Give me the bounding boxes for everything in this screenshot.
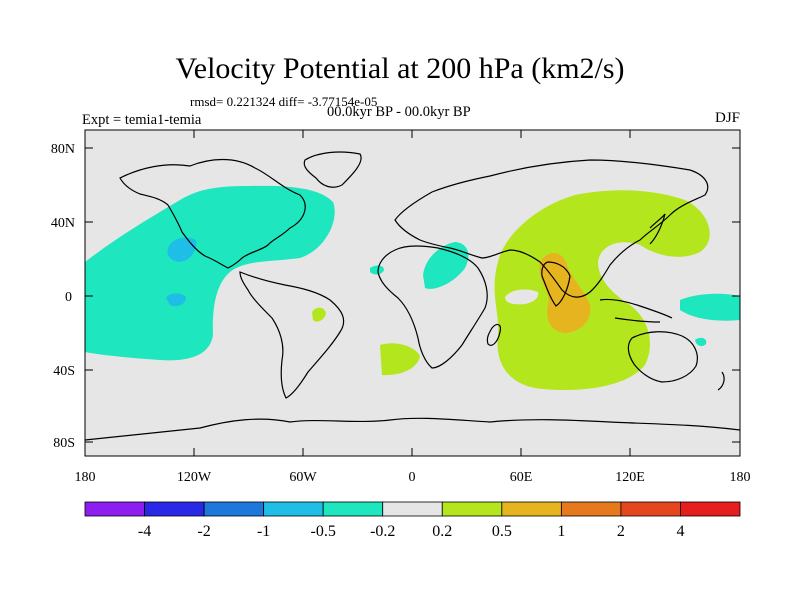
- lat-label-80n: 80N: [51, 142, 75, 157]
- coastline-australia: [627, 331, 698, 383]
- stronger-negative-patch-1: [167, 237, 197, 262]
- lat-labels: 80N 40N 0 40S 80S: [51, 142, 75, 451]
- colorbar-box-10: [680, 501, 741, 517]
- colorbar-label-0: -4: [138, 523, 151, 540]
- colorbar-box-9: [620, 501, 681, 517]
- lat-label-40n: 40N: [51, 216, 75, 231]
- colorbar-label-5: 0.2: [432, 523, 452, 540]
- contour-fields: [85, 185, 740, 391]
- lat-label-80s: 80S: [53, 436, 75, 451]
- colorbar-box-1: [144, 501, 205, 517]
- negative-patch-small: [695, 337, 707, 347]
- colorbar-box-2: [203, 501, 265, 517]
- coastline-africa: [377, 245, 488, 369]
- colorbar-box-4: [322, 501, 384, 517]
- period-label: 00.0kyr BP - 00.0kyr BP: [327, 104, 471, 120]
- positive-patch-south-america: [312, 307, 326, 322]
- colorbar-box-7: [501, 501, 562, 517]
- coastline-new-zealand: [717, 371, 725, 391]
- colorbar-box-6: [441, 501, 503, 517]
- coastline-indonesia: [599, 298, 673, 323]
- colorbar-label-7: 1: [557, 523, 565, 540]
- lon-label-60e: 60E: [510, 470, 533, 485]
- colorbar-label-9: 4: [676, 523, 684, 540]
- coastlines: [85, 151, 740, 441]
- plot-title: Velocity Potential at 200 hPa (km2/s): [175, 52, 625, 85]
- lon-label-0: 0: [409, 470, 416, 485]
- coastline-eurasia: [394, 159, 709, 298]
- coastline-madagascar: [486, 323, 502, 346]
- coastline-india: [541, 261, 571, 307]
- colorbar-box-8: [560, 501, 622, 517]
- lat-ticks: [85, 147, 740, 443]
- negative-region-west-pacific: [680, 293, 740, 321]
- colorbar-box-5: [382, 501, 443, 517]
- negative-region-americas: [85, 185, 335, 361]
- colorbar-label-4: -0.2: [370, 523, 395, 540]
- lon-label-180e: 180: [730, 470, 751, 485]
- lat-label-40s: 40S: [53, 364, 75, 379]
- coastline-antarctica: [85, 417, 740, 441]
- lon-label-180w: 180: [75, 470, 96, 485]
- colorbar-label-8: 2: [617, 523, 625, 540]
- lon-label-120e: 120E: [615, 470, 645, 485]
- colorbar-label-3: -0.5: [311, 523, 336, 540]
- positive-patch-south-atlantic: [380, 343, 420, 376]
- coastline-greenland: [303, 151, 362, 188]
- lon-label-120w: 120W: [177, 470, 212, 485]
- colorbar-label-1: -2: [197, 523, 210, 540]
- lon-labels: 180 120W 60W 0 60E 120E 180: [75, 470, 751, 485]
- coastline-north-america: [119, 158, 306, 269]
- coastline-japan: [649, 213, 666, 245]
- lon-label-60w: 60W: [289, 470, 317, 485]
- neutral-hole-arabian-sea: [505, 289, 539, 305]
- stats-text: rmsd= 0.221324 diff= -3.77154e-05: [190, 94, 378, 109]
- coastline-south-america: [239, 271, 345, 399]
- lon-ticks: [84, 130, 741, 456]
- positive-region-indo-pacific: [494, 190, 710, 391]
- colorbar-label-6: 0.5: [492, 523, 512, 540]
- negative-patch-west-africa: [370, 265, 384, 275]
- colorbar-box-3: [263, 501, 324, 517]
- experiment-label: Expt = temia1-temia: [82, 112, 202, 128]
- colorbar: -4 -2 -1 -0.5 -0.2 0.2 0.5 1 2 4: [84, 501, 741, 540]
- colorbar-label-2: -1: [257, 523, 270, 540]
- season-label: DJF: [714, 110, 740, 126]
- colorbar-box-0: [84, 501, 145, 517]
- lat-label-0: 0: [65, 290, 72, 305]
- stronger-negative-patch-2: [166, 293, 186, 307]
